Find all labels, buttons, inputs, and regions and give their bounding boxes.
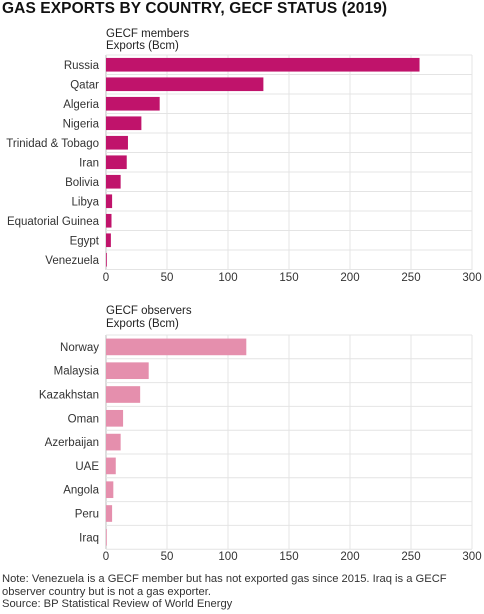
category-label: Norway bbox=[60, 342, 99, 354]
category-label: Trinidad & Tobago bbox=[6, 138, 99, 150]
tick-label: 100 bbox=[218, 272, 237, 284]
category-label: Libya bbox=[72, 196, 100, 208]
category-label: Angola bbox=[63, 485, 99, 497]
bar bbox=[106, 338, 247, 356]
bar bbox=[106, 362, 149, 380]
tick-label: 100 bbox=[218, 551, 237, 563]
tick-label: 300 bbox=[462, 551, 481, 563]
bar bbox=[106, 481, 114, 499]
bar bbox=[106, 77, 264, 92]
unit-label: Exports (Bcm) bbox=[106, 318, 179, 330]
bar bbox=[106, 194, 113, 209]
bar bbox=[106, 409, 124, 427]
category-label: UAE bbox=[75, 461, 99, 473]
chart-subtitle: GECF members bbox=[106, 28, 189, 40]
category-label: Equatorial Guinea bbox=[7, 216, 100, 228]
category-label: Qatar bbox=[70, 79, 99, 91]
tick-label: 250 bbox=[401, 551, 420, 563]
tick-label: 0 bbox=[103, 551, 109, 563]
tick-label: 0 bbox=[103, 272, 109, 284]
tick-label: 300 bbox=[462, 272, 481, 284]
bar bbox=[106, 135, 128, 150]
footer-note: Note: Venezuela is a GECF member but has… bbox=[2, 573, 447, 598]
category-label: Iraq bbox=[79, 532, 99, 544]
tick-label: 150 bbox=[279, 272, 298, 284]
tick-label: 50 bbox=[161, 272, 174, 284]
bar bbox=[106, 233, 111, 248]
chart-title: GAS EXPORTS BY COUNTRY, GECF STATUS (201… bbox=[2, 0, 388, 17]
category-label: Azerbaijan bbox=[45, 437, 99, 449]
tick-label: 150 bbox=[279, 551, 298, 563]
category-label: Algeria bbox=[63, 99, 99, 111]
tick-label: 250 bbox=[401, 272, 420, 284]
chart-subtitle: GECF observers bbox=[106, 305, 192, 317]
bar bbox=[106, 457, 116, 475]
category-label: Egypt bbox=[70, 235, 100, 247]
bar bbox=[106, 433, 121, 451]
bar bbox=[106, 174, 121, 189]
bar bbox=[106, 213, 112, 228]
category-label: Bolivia bbox=[65, 177, 99, 189]
bar bbox=[106, 57, 420, 72]
bar bbox=[106, 96, 160, 111]
footer-source: Source: BP Statistical Review of World E… bbox=[2, 598, 233, 610]
category-label: Oman bbox=[68, 413, 99, 425]
bar bbox=[106, 155, 127, 170]
bar bbox=[106, 116, 142, 131]
category-label: Kazakhstan bbox=[39, 390, 99, 402]
unit-label: Exports (Bcm) bbox=[106, 40, 179, 52]
tick-label: 200 bbox=[340, 272, 359, 284]
bar bbox=[106, 505, 113, 522]
category-label: Venezuela bbox=[45, 255, 99, 267]
category-label: Russia bbox=[64, 60, 100, 72]
bar bbox=[106, 386, 141, 403]
tick-label: 200 bbox=[340, 551, 359, 563]
bar bbox=[106, 528, 107, 546]
category-label: Nigeria bbox=[63, 118, 100, 130]
footer: Note: Venezuela is a GECF member but has… bbox=[2, 573, 482, 611]
tick-label: 50 bbox=[161, 551, 174, 563]
category-label: Malaysia bbox=[54, 366, 100, 378]
category-label: Peru bbox=[75, 509, 99, 521]
category-label: Iran bbox=[79, 157, 99, 169]
bar bbox=[106, 252, 107, 267]
